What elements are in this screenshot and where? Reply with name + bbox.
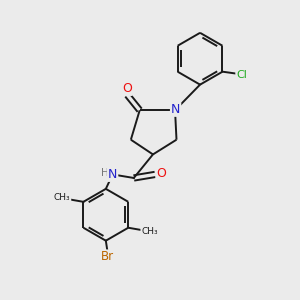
Text: O: O xyxy=(122,82,132,95)
Text: CH₃: CH₃ xyxy=(141,227,158,236)
Text: O: O xyxy=(157,167,166,180)
Text: Br: Br xyxy=(101,250,114,263)
Text: N: N xyxy=(108,168,117,181)
Text: H: H xyxy=(101,168,109,178)
Text: CH₃: CH₃ xyxy=(54,193,70,202)
Text: N: N xyxy=(171,103,180,116)
Text: Cl: Cl xyxy=(236,70,247,80)
